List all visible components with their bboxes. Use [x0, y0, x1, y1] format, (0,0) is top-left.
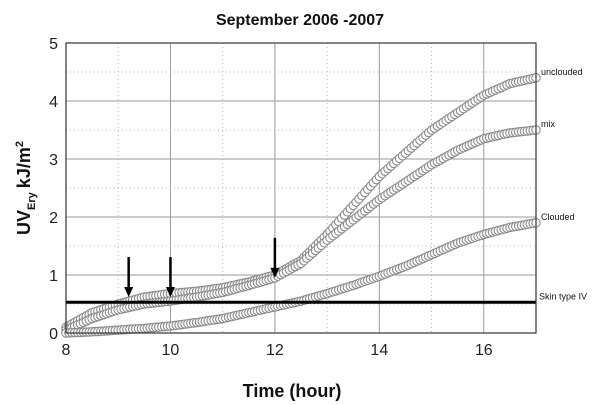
y-tick-label: 1 — [49, 268, 58, 285]
series-label-mix: mix — [541, 119, 555, 129]
x-tick-label: 12 — [266, 342, 284, 359]
grid — [65, 42, 537, 334]
y-axis-sub: Ery — [26, 191, 38, 210]
down-arrow-icon — [124, 257, 134, 298]
x-tick-label: 10 — [162, 342, 180, 359]
down-arrow-icon — [165, 257, 175, 298]
y-tick-label: 0 — [49, 326, 58, 343]
x-tick-label: 14 — [370, 342, 388, 359]
x-tick-label: 16 — [475, 342, 493, 359]
series-label-clouded: Clouded — [541, 212, 575, 222]
y-tick-label: 5 — [49, 36, 58, 53]
arrows — [124, 237, 280, 298]
series-labels: unclouded mix Clouded Skin type IV — [539, 67, 587, 301]
y-axis-title: UVEry kJ/m2 — [14, 141, 38, 235]
y-axis-sup: 2 — [14, 141, 26, 147]
y-tick-label: 4 — [49, 94, 58, 111]
chart-title: September 2006 -2007 — [216, 12, 384, 29]
threshold-label: Skin type IV — [539, 291, 587, 301]
y-tick-label: 3 — [49, 152, 58, 169]
plot-frame — [65, 42, 537, 334]
x-tick-label: 8 — [62, 342, 71, 359]
x-axis-title: Time (hour) — [243, 381, 342, 401]
y-tick-label: 2 — [49, 210, 58, 227]
down-arrow-icon — [270, 237, 280, 278]
y-axis-unit: kJ/m — [14, 147, 34, 188]
y-axis-main: UV — [14, 210, 34, 235]
series-label-unclouded: unclouded — [541, 67, 583, 77]
data-points — [61, 73, 541, 338]
